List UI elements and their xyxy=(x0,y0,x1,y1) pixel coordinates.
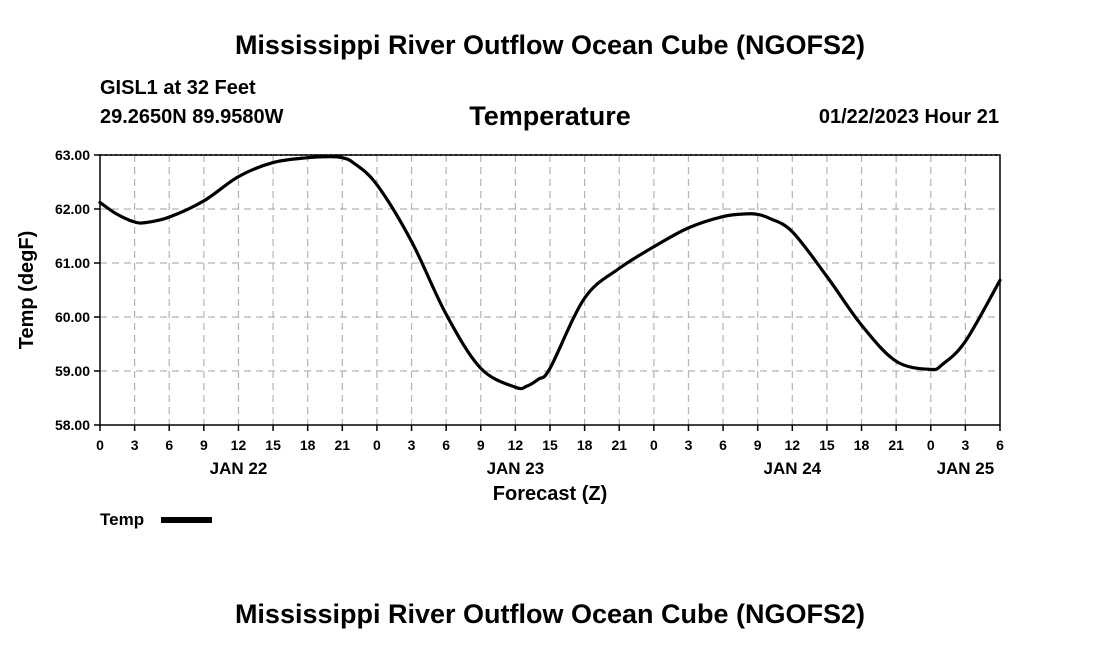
main-title: Mississippi River Outflow Ocean Cube (NG… xyxy=(234,30,866,60)
y-tick-label: 63.00 xyxy=(55,147,90,163)
y-tick-label: 62.00 xyxy=(55,201,90,217)
x-tick-label: 21 xyxy=(611,437,627,453)
date-label: JAN 24 xyxy=(763,459,821,478)
x-tick-label: 3 xyxy=(961,437,969,453)
x-tick-label: 21 xyxy=(888,437,904,453)
x-tick-label: 0 xyxy=(650,437,658,453)
x-tick-label: 9 xyxy=(754,437,762,453)
x-tick-label: 6 xyxy=(442,437,450,453)
y-tick-label: 58.00 xyxy=(55,417,90,433)
x-tick-label: 9 xyxy=(477,437,485,453)
chart-title: Temperature xyxy=(0,101,1100,132)
x-axis-label: Forecast (Z) xyxy=(493,483,607,505)
x-tick-label: 9 xyxy=(200,437,208,453)
chart-title-text: Temperature xyxy=(469,101,631,131)
x-tick-label: 6 xyxy=(165,437,173,453)
x-tick-label: 21 xyxy=(335,437,351,453)
x-tick-label: 18 xyxy=(300,437,316,453)
x-tick-label: 3 xyxy=(131,437,139,453)
x-tick-label: 15 xyxy=(265,437,281,453)
date-label: JAN 25 xyxy=(937,459,995,478)
x-tick-label: 18 xyxy=(854,437,870,453)
y-tick-label: 61.00 xyxy=(55,255,90,271)
x-tick-label: 6 xyxy=(719,437,727,453)
x-tick-label: 0 xyxy=(927,437,935,453)
legend-label: Temp xyxy=(100,510,144,529)
date-label: JAN 23 xyxy=(487,459,545,478)
station-name: GISL1 at 32 Feet xyxy=(100,77,256,99)
grid-layer xyxy=(100,154,1000,425)
legend: Temp xyxy=(100,510,212,529)
x-tick-label: 3 xyxy=(685,437,693,453)
x-tick-label: 6 xyxy=(996,437,1004,453)
x-tick-label: 3 xyxy=(408,437,416,453)
y-tick-label: 59.00 xyxy=(55,363,90,379)
series-line-temp xyxy=(98,155,1002,391)
date-labels: JAN 22 JAN 23 JAN 24 JAN 25 xyxy=(210,459,995,478)
footer-title: Mississippi River Outflow Ocean Cube (NG… xyxy=(234,599,866,629)
x-tick-label: 12 xyxy=(785,437,801,453)
x-tick-label: 18 xyxy=(577,437,593,453)
x-axis: 0 3 6 9 12 15 18 21 0 3 6 9 12 15 18 21 0 3 6 9 12 15 18 21 0 3 6 xyxy=(96,425,1004,453)
x-tick-label: 15 xyxy=(542,437,558,453)
y-tick-label: 60.00 xyxy=(55,309,90,325)
x-tick-label: 15 xyxy=(819,437,835,453)
x-tick-label: 12 xyxy=(508,437,524,453)
x-tick-label: 12 xyxy=(231,437,247,453)
series-layer xyxy=(98,155,1002,391)
station-coordinates: 29.2650N 89.9580W xyxy=(100,106,284,128)
run-timestamp: 01/22/2023 Hour 21 xyxy=(818,106,999,128)
x-tick-label: 0 xyxy=(373,437,381,453)
y-axis-label: Temp (degF) xyxy=(16,231,38,350)
y-axis: 58.00 59.00 60.00 61.00 62.00 63.00 xyxy=(55,147,100,433)
date-label: JAN 22 xyxy=(210,459,268,478)
x-tick-label: 0 xyxy=(96,437,104,453)
